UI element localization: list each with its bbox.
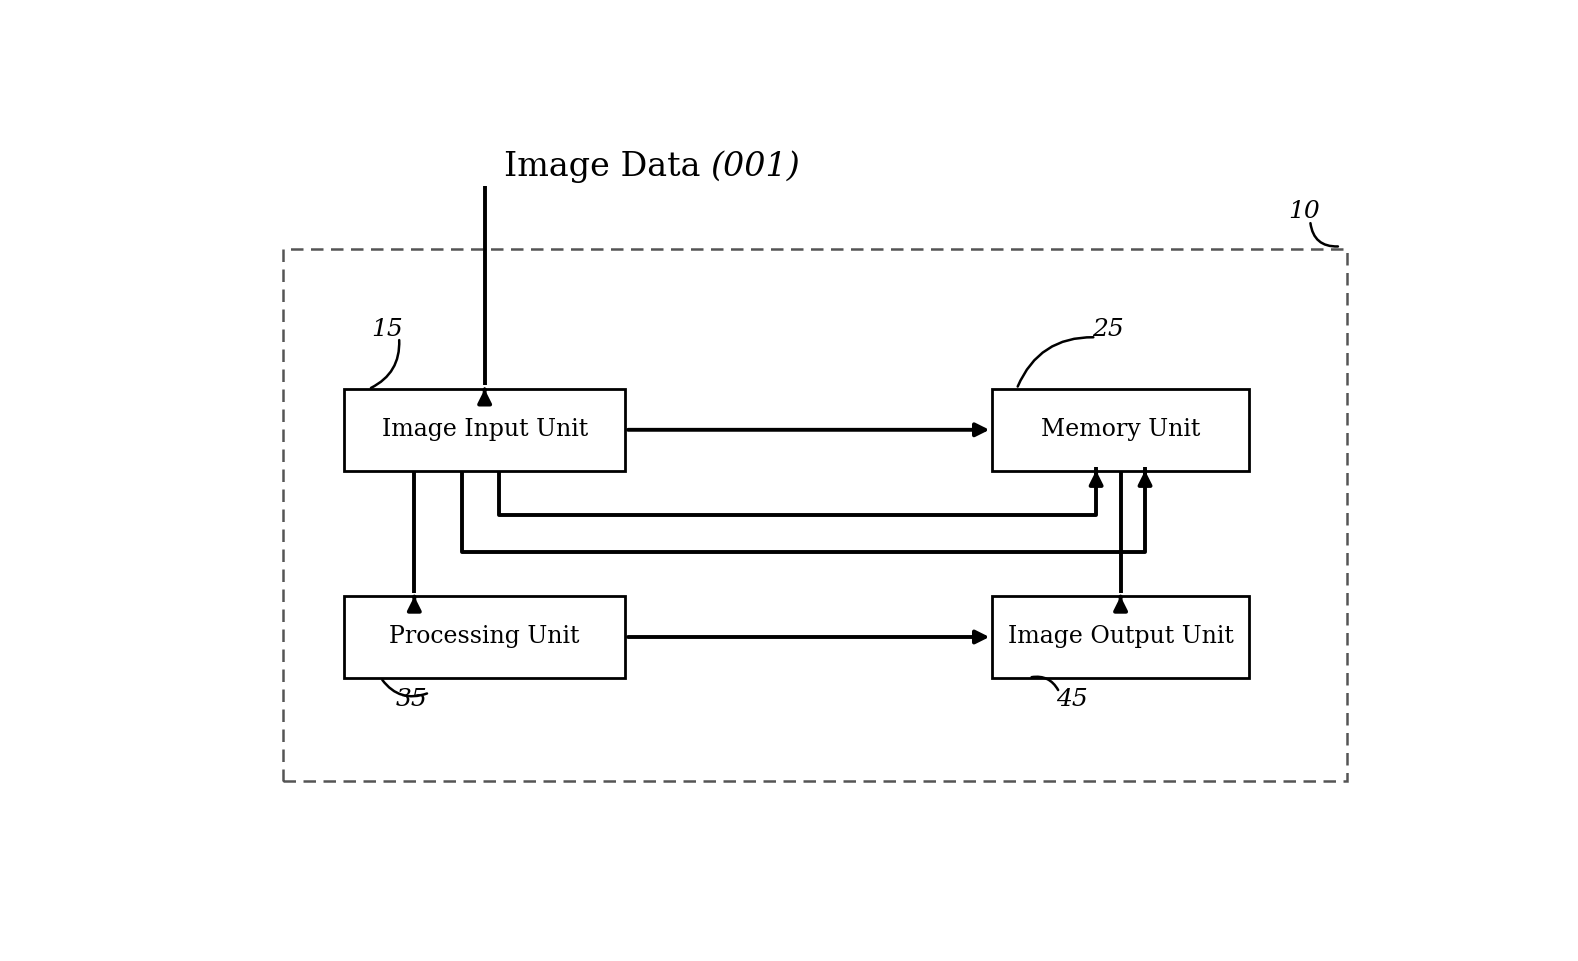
Text: 10: 10 [1288, 200, 1319, 223]
Text: 35: 35 [396, 688, 428, 711]
Text: Image Input Unit: Image Input Unit [382, 418, 587, 441]
FancyBboxPatch shape [993, 389, 1250, 471]
Text: 15: 15 [371, 318, 402, 341]
FancyBboxPatch shape [344, 389, 625, 471]
FancyBboxPatch shape [344, 596, 625, 678]
Text: 25: 25 [1092, 318, 1124, 341]
Text: Memory Unit: Memory Unit [1041, 418, 1201, 441]
FancyBboxPatch shape [993, 596, 1250, 678]
Text: 45: 45 [1056, 688, 1087, 711]
Text: (001): (001) [710, 151, 800, 184]
Text: Image Output Unit: Image Output Unit [1008, 626, 1234, 649]
Text: Image Data: Image Data [503, 151, 710, 184]
Text: Processing Unit: Processing Unit [390, 626, 579, 649]
